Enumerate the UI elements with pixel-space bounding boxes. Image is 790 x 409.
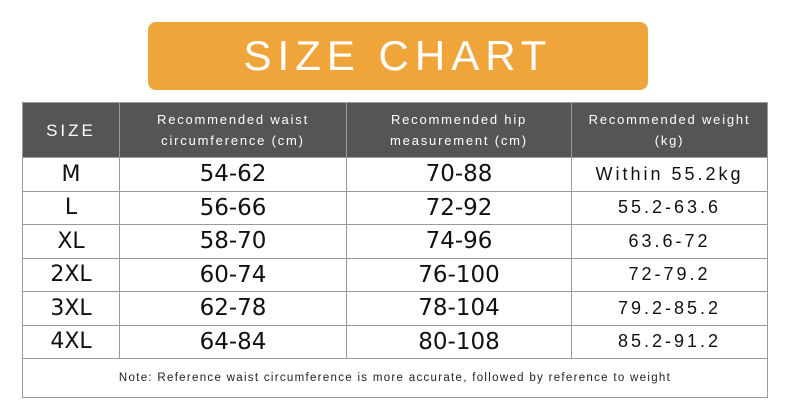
- table-body: M 54-62 70-88 Within 55.2kg L 56-66 72-92 55.2-…: [22, 157, 768, 398]
- table-cell: L: [22, 190, 120, 225]
- table-cell: 74-96: [346, 224, 572, 259]
- table-cell: 4XL: [22, 324, 120, 359]
- note: Note: Reference waist circumference is m…: [22, 358, 768, 398]
- table-cell: 63.6-72: [571, 224, 768, 259]
- table-row: M 54-62 70-88 Within 55.2kg: [22, 157, 768, 192]
- table-row: XL 58-70 74-96 63.6-72: [22, 224, 768, 259]
- table-cell: 3XL: [22, 291, 120, 326]
- table-cell: XL: [22, 224, 120, 259]
- title-banner: SIZE CHART: [148, 22, 648, 90]
- table-cell: 70-88: [346, 157, 572, 192]
- table-cell: 54-62: [119, 157, 347, 192]
- table-row: 2XL 60-74 76-100 72-79.2: [22, 257, 768, 292]
- column-header: Recommended hip measurement (cm): [346, 102, 572, 158]
- table-cell: 78-104: [346, 291, 572, 326]
- column-header: Recommended weight (kg): [571, 102, 768, 158]
- header-row: SIZE Recommended waist circumference (cm)…: [22, 102, 768, 158]
- table-row: L 56-66 72-92 55.2-63.6: [22, 190, 768, 225]
- table-cell: 2XL: [22, 257, 120, 292]
- column-header: Recommended waist circumference (cm): [119, 102, 347, 158]
- table-cell: M: [22, 157, 120, 192]
- note-row: Note: Reference waist circumference is m…: [22, 358, 768, 398]
- table-cell: 64-84: [119, 324, 347, 359]
- table-cell: 60-74: [119, 257, 347, 292]
- table-cell: 80-108: [346, 324, 572, 359]
- table-cell: 79.2-85.2: [571, 291, 768, 326]
- table-cell: Within 55.2kg: [571, 157, 768, 192]
- table-cell: 55.2-63.6: [571, 190, 768, 225]
- table-cell: 72-79.2: [571, 257, 768, 292]
- table-cell: 62-78: [119, 291, 347, 326]
- column-header: SIZE: [22, 102, 120, 158]
- size-table: SIZE Recommended waist circumference (cm)…: [22, 102, 768, 398]
- table-cell: 72-92: [346, 190, 572, 225]
- table-row: 3XL 62-78 78-104 79.2-85.2: [22, 291, 768, 326]
- table-row: 4XL 64-84 80-108 85.2-91.2: [22, 324, 768, 359]
- table-cell: 76-100: [346, 257, 572, 292]
- table-cell: 58-70: [119, 224, 347, 259]
- table-cell: 56-66: [119, 190, 347, 225]
- table-cell: 85.2-91.2: [571, 324, 768, 359]
